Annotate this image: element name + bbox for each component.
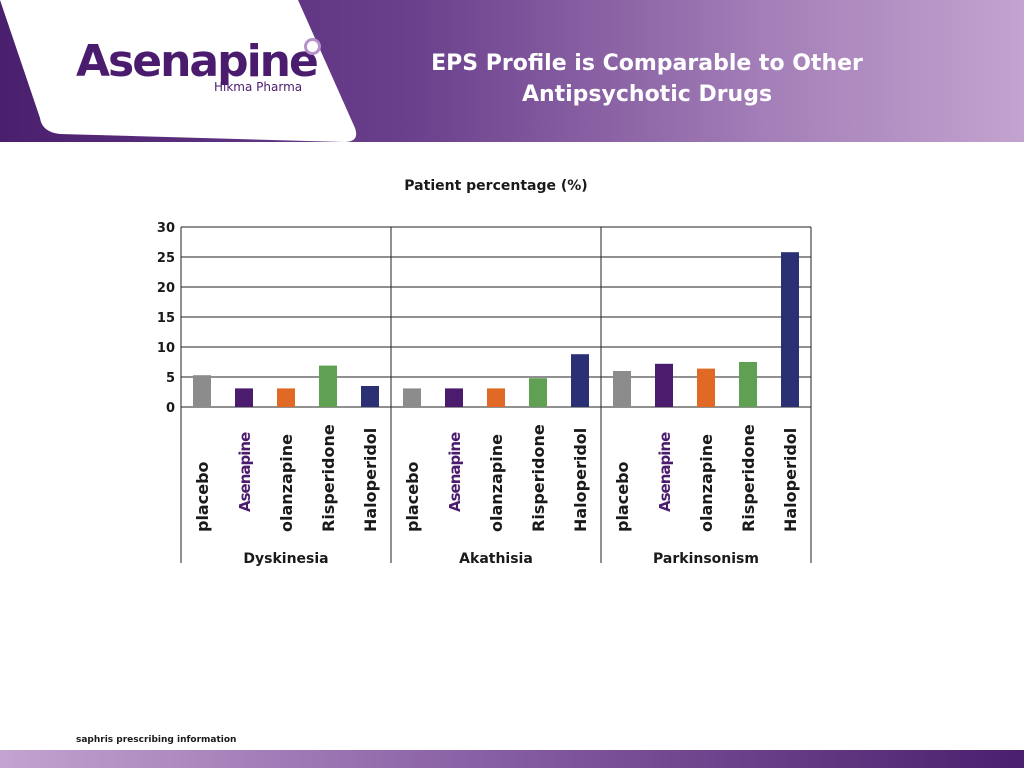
x-tick-label: Risperidone (529, 424, 548, 532)
x-tick-label: olanzapine (277, 434, 296, 532)
footer-source-note: saphris prescribing information (76, 735, 237, 745)
x-tick-label: Asenapine (236, 432, 254, 512)
bar-parkinsonism-placebo (613, 371, 631, 407)
y-tick-label: 15 (157, 311, 175, 326)
brand-name: Asenapine (76, 36, 319, 87)
bar-parkinsonism-haloperidol (781, 252, 799, 407)
bar-akathisia-placebo (403, 388, 421, 407)
x-tick-label: Risperidone (739, 424, 758, 532)
y-tick-label: 30 (157, 221, 175, 236)
y-tick-label: 25 (157, 251, 175, 266)
x-tick-label: placebo (403, 461, 422, 532)
title-line-1: EPS Profile is Comparable to Other (431, 51, 863, 76)
x-tick-label: olanzapine (697, 434, 716, 532)
x-tick-label: Asenapine (656, 432, 674, 512)
bar-parkinsonism-olanzapine (697, 368, 715, 407)
x-tick-label: Asenapine (446, 432, 464, 512)
brand-sub: Hikma Pharma (214, 80, 303, 94)
x-tick-label: Risperidone (319, 424, 338, 532)
bar-parkinsonism-asenapine (655, 363, 673, 407)
bar-dyskinesia-placebo (193, 375, 211, 407)
bar-dyskinesia-haloperidol (361, 386, 379, 407)
group-label: Parkinsonism (653, 551, 759, 567)
logo-ring-icon (304, 38, 321, 55)
group-label: Dyskinesia (243, 551, 328, 567)
group-label: Akathisia (459, 551, 533, 567)
x-tick-label: olanzapine (487, 434, 506, 532)
bar-parkinsonism-risperidone (739, 362, 757, 407)
logo-panel (0, 0, 357, 142)
bar-akathisia-haloperidol (571, 354, 589, 407)
x-tick-label: placebo (193, 461, 212, 532)
bar-dyskinesia-olanzapine (277, 388, 295, 407)
bar-akathisia-asenapine (445, 388, 463, 407)
y-tick-label: 0 (166, 401, 175, 416)
x-tick-label: placebo (613, 461, 632, 532)
bar-dyskinesia-asenapine (235, 388, 253, 407)
y-tick-label: 20 (157, 281, 175, 296)
y-tick-label: 10 (157, 341, 175, 356)
bar-dyskinesia-risperidone (319, 365, 337, 407)
slide-title: EPS Profile is Comparable to Other Antip… (392, 48, 902, 110)
title-line-2: Antipsychotic Drugs (521, 82, 773, 107)
footer-band (0, 750, 1024, 768)
chart-title: Patient percentage (%) (404, 178, 587, 194)
y-tick-label: 5 (166, 371, 175, 386)
bar-akathisia-risperidone (529, 378, 547, 407)
x-tick-label: Haloperidol (571, 428, 590, 532)
x-tick-label: Haloperidol (361, 428, 380, 532)
x-tick-label: Haloperidol (781, 428, 800, 532)
bar-akathisia-olanzapine (487, 388, 505, 407)
brand-logo: Asenapine Hikma Pharma (76, 36, 321, 106)
